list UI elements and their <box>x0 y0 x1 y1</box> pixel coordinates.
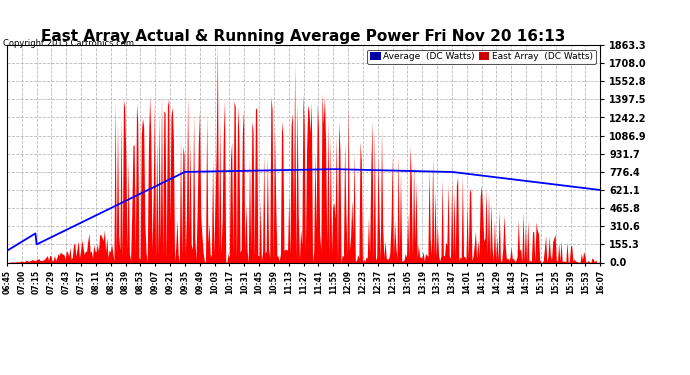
Title: East Array Actual & Running Average Power Fri Nov 20 16:13: East Array Actual & Running Average Powe… <box>41 29 566 44</box>
Text: Copyright 2015 Cartronics.com: Copyright 2015 Cartronics.com <box>3 39 135 48</box>
Legend: Average  (DC Watts), East Array  (DC Watts): Average (DC Watts), East Array (DC Watts… <box>367 50 595 64</box>
